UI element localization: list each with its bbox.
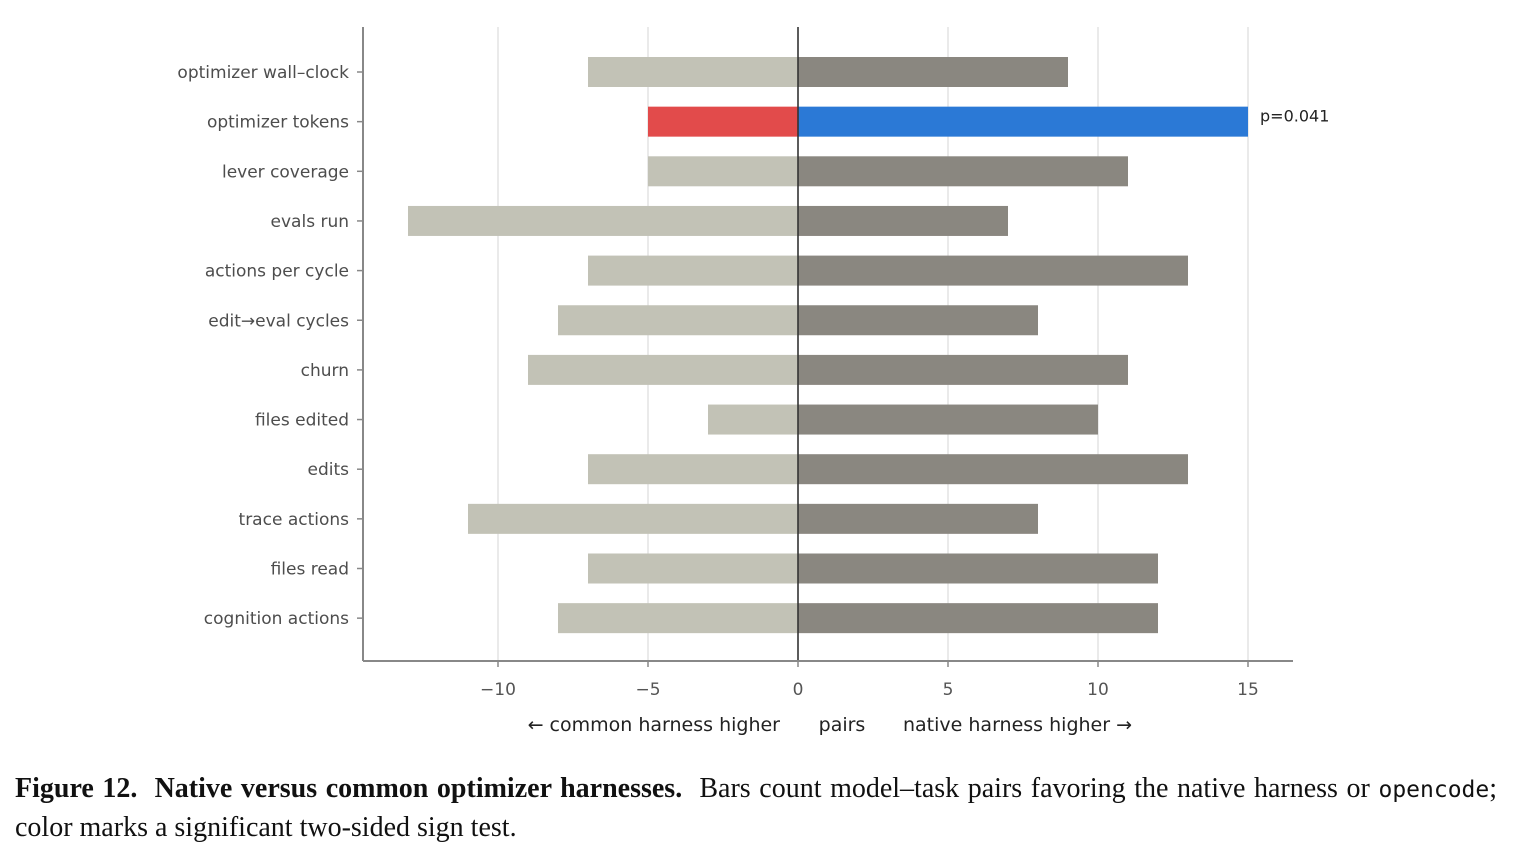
y-tick-label: actions per cycle: [205, 262, 349, 282]
bar-native-higher: [798, 205, 1008, 236]
bars: [408, 57, 1248, 634]
x-tick-label: 15: [1237, 680, 1259, 700]
bar-native-higher: [798, 106, 1248, 137]
y-tick-label: edits: [308, 460, 350, 480]
bar-native-higher: [798, 156, 1128, 187]
bar-native-higher: [798, 603, 1158, 634]
bar-common-higher: [648, 106, 798, 137]
x-tick-label: −5: [635, 680, 660, 700]
y-tick-label: files edited: [255, 411, 349, 431]
y-axis-labels: optimizer wall–clock optimizer tokens leve…: [177, 63, 363, 629]
y-tick-label: lever coverage: [222, 162, 349, 182]
bar-native-higher: [798, 454, 1188, 485]
bar-native-higher: [798, 503, 1038, 534]
y-tick-label: optimizer tokens: [207, 113, 349, 133]
y-tick-label: trace actions: [239, 510, 350, 530]
bar-common-higher: [588, 255, 798, 286]
y-tick-label: churn: [301, 361, 349, 381]
x-tick-label: 5: [943, 680, 954, 700]
caption-title: Native versus common optimizer harnesses…: [154, 773, 683, 804]
bar-native-higher: [798, 57, 1068, 87]
x-axis-label-left: ← common harness higher: [528, 714, 781, 736]
bar-native-higher: [798, 255, 1188, 286]
diverging-bar-chart: optimizer wall–clock optimizer tokens leve…: [177, 27, 1329, 736]
figure-caption: Figure 12. Native versus common optimize…: [15, 770, 1497, 847]
bar-common-higher: [588, 454, 798, 485]
bar-native-higher: [798, 354, 1128, 385]
bar-common-higher: [468, 503, 798, 534]
bar-common-higher: [558, 603, 798, 634]
y-tick-label: optimizer wall–clock: [177, 63, 349, 83]
y-tick-label: evals run: [271, 212, 349, 232]
axes: [362, 27, 1293, 662]
bar-native-higher: [798, 305, 1038, 336]
caption-text: Bars count model–task pairs favoring the…: [699, 773, 1370, 804]
x-tick-label: 10: [1087, 680, 1109, 700]
y-tick-label: edit→eval cycles: [208, 311, 349, 331]
annotations: p=0.041: [1260, 107, 1329, 126]
bar-common-higher: [408, 205, 798, 236]
x-tick-label: 0: [793, 680, 804, 700]
x-tick-label: −10: [480, 680, 516, 700]
bar-native-higher: [798, 553, 1158, 584]
bar-common-higher: [708, 404, 798, 435]
x-axis-label-right: native harness higher →: [903, 714, 1132, 736]
bar-common-higher: [588, 57, 798, 87]
significance-annotation: p=0.041: [1260, 107, 1329, 126]
bar-common-higher: [648, 156, 798, 187]
caption-text-end: ; color marks a significant two-sided si…: [15, 773, 1498, 843]
caption-label: Figure 12.: [15, 773, 138, 804]
bar-native-higher: [798, 404, 1098, 435]
bar-common-higher: [588, 553, 798, 584]
y-tick-label: files read: [271, 560, 349, 580]
x-axis-ticks: −10 −5 0 5 10 15: [480, 661, 1259, 700]
x-axis-label-center: pairs: [819, 714, 866, 736]
y-tick-label: cognition actions: [204, 609, 349, 629]
bar-common-higher: [528, 354, 798, 385]
caption-code: opencode: [1378, 777, 1490, 803]
bar-common-higher: [558, 305, 798, 336]
